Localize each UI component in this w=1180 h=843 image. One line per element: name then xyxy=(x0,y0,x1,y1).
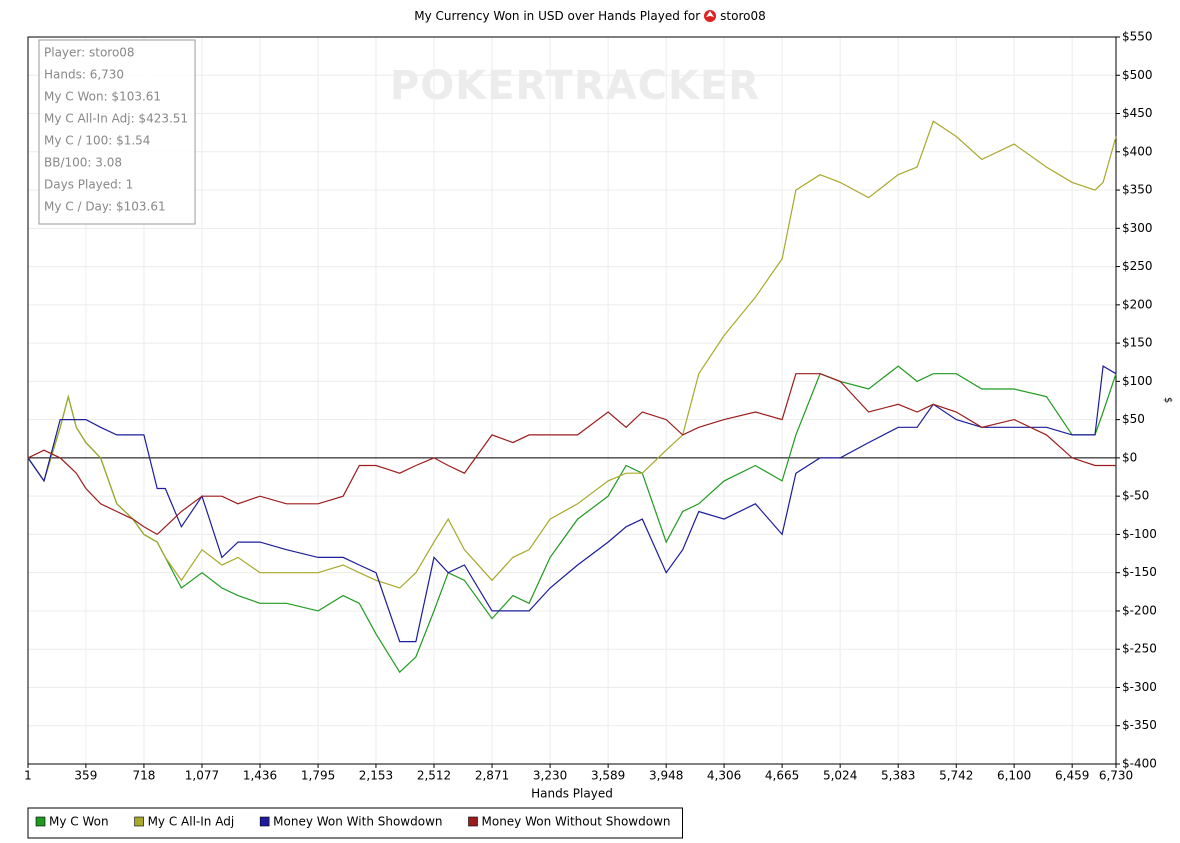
legend-label: My C All-In Adj xyxy=(148,815,235,829)
legend-swatch xyxy=(468,816,478,827)
x-tick-label: 4,306 xyxy=(707,769,741,783)
info-line: My C Won: $103.61 xyxy=(44,90,161,104)
icon-spade xyxy=(706,11,715,17)
y-tick-label: $100 xyxy=(1122,374,1153,388)
title-text: My Currency Won in USD over Hands Played… xyxy=(414,9,701,23)
info-line: BB/100: 3.08 xyxy=(44,156,122,170)
x-tick-label: 2,153 xyxy=(359,769,393,783)
x-tick-label: 4,665 xyxy=(765,769,799,783)
y-tick-label: $400 xyxy=(1122,144,1153,158)
y-axis-label: $ xyxy=(1162,397,1173,403)
x-axis-label: Hands Played xyxy=(531,787,613,801)
x-tick-label: 3,230 xyxy=(533,769,567,783)
info-box-frame xyxy=(38,39,196,225)
y-tick-label: $-250 xyxy=(1122,642,1157,656)
plot-frame xyxy=(27,36,1117,765)
y-tick-label: $-400 xyxy=(1122,757,1157,771)
x-tick-label: 1 xyxy=(24,769,32,783)
title-player: storo08 xyxy=(720,9,766,23)
series-line xyxy=(27,373,1116,536)
x-tick-label: 1,077 xyxy=(185,769,219,783)
info-line: My C All-In Adj: $423.51 xyxy=(44,112,188,126)
y-tick-label: $500 xyxy=(1122,68,1153,82)
x-tick-label: 6,730 xyxy=(1099,769,1133,783)
y-tick-label: $0 xyxy=(1122,450,1137,464)
y-tick-label: $-150 xyxy=(1122,565,1157,579)
x-tick-label: 1,795 xyxy=(301,769,335,783)
x-tick-label: 718 xyxy=(132,769,155,783)
y-tick-label: $-300 xyxy=(1122,680,1157,694)
x-tick-label: 5,383 xyxy=(881,769,915,783)
info-line: My C / 100: $1.54 xyxy=(44,134,150,148)
x-tick-label: 1,436 xyxy=(243,769,277,783)
legend: My C Won My C All-In Adj Money Won With Sh… xyxy=(27,807,683,839)
watermark: POKERTRACKER xyxy=(390,63,760,109)
x-tick-label: 3,948 xyxy=(649,769,683,783)
y-tick-label: $250 xyxy=(1122,259,1153,273)
x-tick-label: 2,512 xyxy=(417,769,451,783)
legend-label: My C Won xyxy=(49,815,109,829)
y-tick-label: $50 xyxy=(1122,412,1145,426)
y-tick-label: $150 xyxy=(1122,336,1153,350)
info-box: Player: storo08 Hands: 6,730 My C Won: $10… xyxy=(38,39,196,225)
series-line xyxy=(27,365,1117,643)
chart-title: My Currency Won in USD over Hands Played… xyxy=(0,9,1180,23)
series-line xyxy=(27,120,1117,589)
legend-swatch xyxy=(35,816,46,827)
info-line: Hands: 6,730 xyxy=(44,68,124,82)
x-tick-label: 6,100 xyxy=(997,769,1031,783)
y-tick-label: $-350 xyxy=(1122,718,1157,732)
legend-label: Money Won With Showdown xyxy=(273,815,442,829)
y-tick-label: $550 xyxy=(1122,30,1153,44)
x-tick-label: 3,589 xyxy=(591,769,625,783)
x-tick-label: 5,742 xyxy=(939,769,973,783)
legend-swatch xyxy=(134,816,144,827)
info-line: Player: storo08 xyxy=(44,46,135,60)
y-tick-label: $300 xyxy=(1122,221,1153,235)
x-tick-label: 2,871 xyxy=(475,769,509,783)
y-tick-label: $-200 xyxy=(1122,603,1157,617)
legend-swatch xyxy=(259,816,270,827)
legend-label: Money Won Without Showdown xyxy=(482,815,671,829)
info-line: Days Played: 1 xyxy=(44,178,133,192)
series-line xyxy=(27,365,1117,674)
x-tick-label: 5,024 xyxy=(823,769,857,783)
x-tick-label: 359 xyxy=(74,769,97,783)
x-tick-label: 6,459 xyxy=(1055,769,1089,783)
info-line: My C / Day: $103.61 xyxy=(44,200,166,214)
y-tick-label: $200 xyxy=(1122,297,1153,311)
y-tick-label: $350 xyxy=(1122,183,1153,197)
y-tick-label: $-100 xyxy=(1122,527,1157,541)
y-tick-label: $450 xyxy=(1122,106,1153,120)
player-icon xyxy=(704,10,717,22)
y-tick-label: $-50 xyxy=(1122,489,1149,503)
